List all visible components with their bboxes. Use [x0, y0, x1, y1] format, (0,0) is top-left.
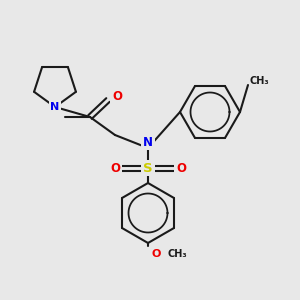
Text: N: N — [50, 102, 60, 112]
Text: CH₃: CH₃ — [167, 249, 187, 259]
Text: CH₃: CH₃ — [250, 76, 270, 86]
Text: S: S — [143, 161, 153, 175]
Text: O: O — [110, 161, 120, 175]
Text: O: O — [151, 249, 161, 259]
Text: O: O — [112, 91, 122, 103]
Text: N: N — [143, 136, 153, 148]
Text: O: O — [176, 161, 186, 175]
